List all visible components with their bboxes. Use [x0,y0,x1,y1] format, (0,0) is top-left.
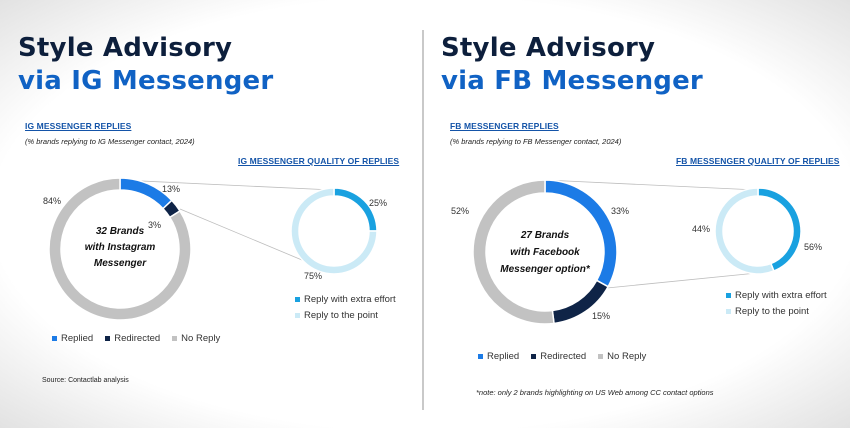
ig-legend-no-reply-label: No Reply [181,333,221,344]
fb-center-line3: Messenger option* [500,264,591,275]
ig-value-label-no-reply: 84% [43,196,61,206]
ig-legend-redirected: Redirected [105,333,160,344]
ig-connector-top [119,179,334,191]
ig-quality-label-extra: 25% [369,198,387,208]
fb-quality-legend-point: Reply to the point [726,306,827,317]
ig-quality-slice-point [290,187,378,275]
fb-footnote: *note: only 2 brands highlighting on US … [476,388,714,397]
ig-panel: Style Advisory via IG Messenger IG MESSE… [0,0,423,428]
legend-swatch-no-reply [172,336,178,341]
fb-center-line2: with Facebook [510,247,580,258]
fb-quality-label-extra: 44% [692,224,710,234]
ig-quality-legend-extra-label: Reply with extra effort [304,294,396,305]
legend-swatch-point [726,309,731,314]
fb-quality-slice-extra [757,187,802,272]
ig-main-legend: Replied Redirected No Reply [52,333,220,344]
fb-legend-no-reply-label: No Reply [607,351,647,362]
panel-divider [422,30,424,410]
ig-legend-replied-label: Replied [61,333,94,344]
fb-replies-subtitle: (% brands replying to FB Messenger conta… [450,137,622,146]
legend-swatch-no-reply [598,354,604,359]
ig-legend-redirected-label: Redirected [114,333,161,344]
fb-charts-svg: 27 Brands with Facebook Messenger option… [451,179,822,325]
ig-legend-replied: Replied [52,333,93,344]
legend-swatch-redirected [105,336,111,341]
legend-swatch-point [295,313,300,318]
fb-title-line2: via FB Messenger [441,66,703,96]
ig-source: Source: Contactlab analysis [42,377,129,384]
ig-charts-svg: 32 Brands with Instagram Messenger 13% 3… [43,177,387,321]
ig-title-line2: via IG Messenger [18,66,274,96]
fb-quality-legend-extra: Reply with extra effort [726,290,827,301]
ig-center-line3: Messenger [94,258,147,269]
ig-donut-slice-no-reply [48,177,192,321]
legend-swatch-replied [52,336,57,341]
fb-quality-label-point: 56% [804,242,822,252]
ig-center-line1: 32 Brands [96,226,145,237]
ig-replies-heading: IG MESSENGER REPLIES [25,121,132,131]
ig-main-donut [48,177,192,321]
fb-donut-slice-no-reply [472,179,555,325]
ig-legend-no-reply: No Reply [172,333,220,344]
ig-quality-legend: Reply with extra effort Reply to the poi… [295,294,396,326]
ig-quality-legend-point-label: Reply to the point [304,310,378,321]
ig-value-label-redirected: 3% [148,220,161,230]
fb-connector-top [544,179,758,191]
ig-quality-heading: IG MESSENGER QUALITY OF REPLIES [238,156,400,166]
fb-quality-legend-point-label: Reply to the point [735,306,809,317]
ig-replies-subtitle: (% brands replying to IG Messenger conta… [25,137,195,146]
ig-quality-legend-point: Reply to the point [295,310,396,321]
fb-center-line1: 27 Brands [520,230,570,241]
fb-legend-replied: Replied [478,351,519,362]
fb-legend-replied-label: Replied [487,351,520,362]
fb-quality-slice-point [714,187,775,275]
fb-center-label: 27 Brands with Facebook Messenger option… [500,230,591,275]
fb-title-line1: Style Advisory [441,33,656,63]
fb-main-donut [472,179,618,325]
legend-swatch-redirected [531,354,537,359]
ig-title-line1: Style Advisory [18,33,233,63]
legend-swatch-replied [478,354,483,359]
fb-value-label-redirected: 15% [592,311,610,321]
ig-quality-label-point: 75% [304,271,322,281]
ig-quality-donut [290,187,378,275]
legend-swatch-extra [726,293,731,298]
fb-value-label-no-reply: 52% [451,206,469,216]
fb-legend-redirected-label: Redirected [540,351,587,362]
legend-swatch-extra [295,297,300,302]
fb-legend-redirected: Redirected [531,351,586,362]
ig-value-label-replied: 13% [162,184,180,194]
ig-quality-legend-extra: Reply with extra effort [295,294,396,305]
fb-quality-heading: FB MESSENGER QUALITY OF REPLIES [676,156,840,166]
fb-legend-no-reply: No Reply [598,351,646,362]
fb-replies-heading: FB MESSENGER REPLIES [450,121,559,131]
fb-value-label-replied: 33% [611,206,629,216]
ig-center-label: 32 Brands with Instagram Messenger [85,226,156,269]
ig-quality-slice-extra [333,187,378,232]
fb-panel: Style Advisory via FB Messenger FB MESSE… [424,0,850,428]
fb-quality-legend: Reply with extra effort Reply to the poi… [726,290,827,322]
fb-quality-legend-extra-label: Reply with extra effort [735,290,827,301]
fb-quality-donut [714,187,802,275]
ig-center-line2: with Instagram [85,242,156,253]
fb-main-legend: Replied Redirected No Reply [478,351,646,362]
fb-connector-bottom [606,272,758,289]
